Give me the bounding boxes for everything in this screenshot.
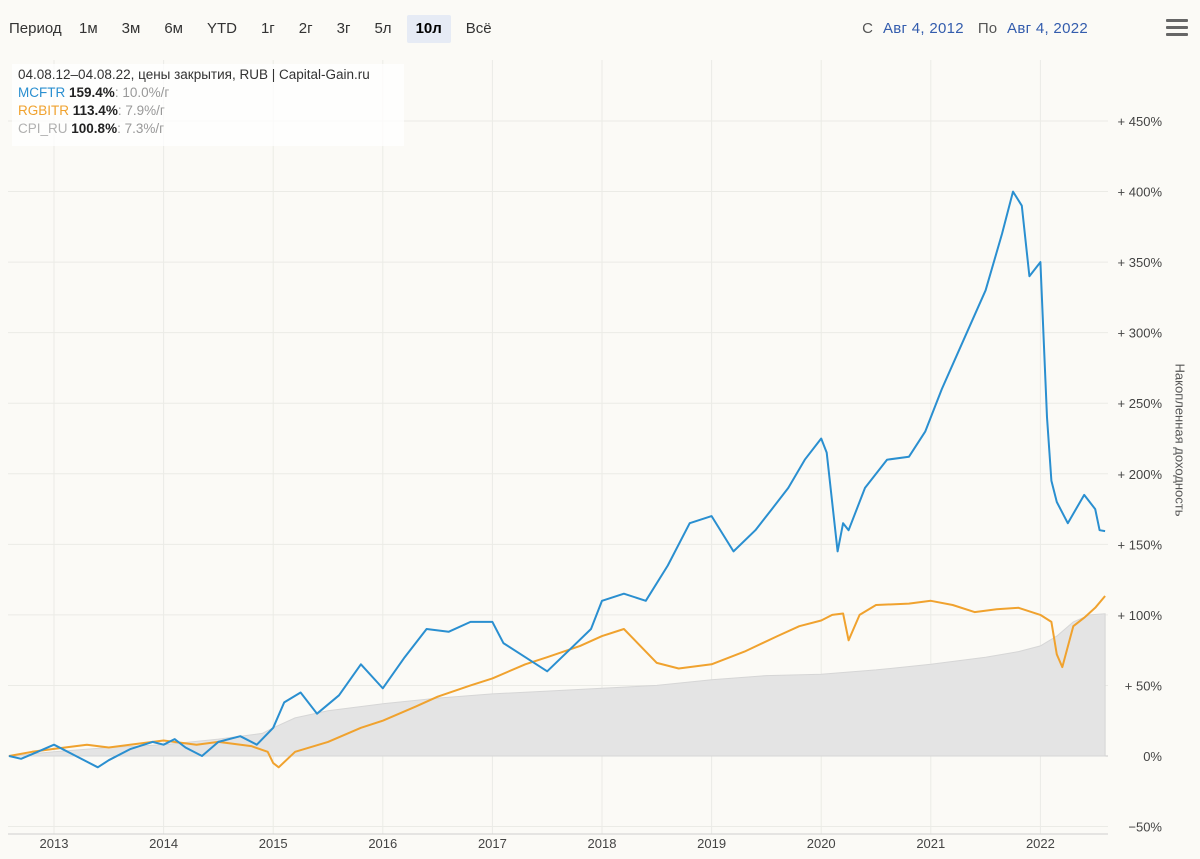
y-tick-label: + 450%: [1118, 114, 1163, 129]
range-2y-button[interactable]: 2г: [298, 20, 313, 37]
y-tick-label: −50%: [1128, 820, 1162, 835]
range-1y-button[interactable]: 1г: [260, 20, 275, 37]
y-tick-label: + 100%: [1118, 608, 1163, 623]
range-all-button[interactable]: Всё: [465, 20, 492, 37]
legend-series-annual: : 10.0%/г: [114, 85, 170, 100]
series-line-rgbitr: [8, 595, 1106, 769]
to-label: По: [977, 20, 998, 37]
range-3y-button[interactable]: 3г: [336, 20, 351, 37]
from-date-input[interactable]: Авг 4, 2012: [882, 20, 964, 37]
range-ytd-button[interactable]: YTD: [206, 20, 237, 37]
x-tick-label: 2016: [368, 836, 397, 851]
legend-series-annual: : 7.3%/г: [117, 121, 165, 136]
range-5y-button[interactable]: 5л: [374, 20, 392, 37]
x-tick-label: 2019: [697, 836, 726, 851]
legend-series-total: 100.8%: [71, 121, 118, 136]
period-label: Период: [9, 20, 62, 37]
x-tick-label: 2017: [478, 836, 507, 851]
x-tick-label: 2015: [259, 836, 288, 851]
x-tick-label: 2018: [588, 836, 617, 851]
series-area-cpi_ru: [9, 613, 1106, 757]
y-tick-label: + 400%: [1118, 185, 1163, 200]
legend-series-total: 159.4%: [69, 85, 115, 100]
legend: 04.08.12–04.08.22, цены закрытия, RUB | …: [12, 64, 404, 146]
hamburger-menu-icon[interactable]: [1166, 19, 1188, 37]
y-tick-label: + 250%: [1118, 396, 1163, 411]
legend-series-total: 113.4%: [72, 103, 118, 118]
x-tick-label: 2014: [149, 836, 178, 851]
axes: −50% 0% + 50% + 100% + 150% + 200% + 250% + 300…: [8, 114, 1162, 851]
range-3m-button[interactable]: 3м: [121, 20, 141, 37]
x-tick-label: 2020: [807, 836, 836, 851]
series-line-mcftr: [8, 190, 1106, 769]
legend-series-annual: : 7.9%/г: [117, 103, 165, 118]
legend-item-cpi[interactable]: CPI_RU 100.8%: 7.3%/г: [18, 121, 164, 136]
y-tick-label: 0%: [1143, 749, 1162, 764]
y-tick-label: + 150%: [1118, 537, 1163, 552]
legend-title: 04.08.12–04.08.22, цены закрытия, RUB | …: [18, 67, 370, 82]
y-tick-label: + 50%: [1125, 678, 1163, 693]
legend-item-rgbitr[interactable]: RGBITR 113.4%: 7.9%/г: [18, 103, 165, 118]
x-tick-label: 2022: [1026, 836, 1055, 851]
x-tick-label: 2021: [916, 836, 945, 851]
legend-series-name: MCFTR: [18, 85, 66, 100]
to-date-input[interactable]: Авг 4, 2022: [1007, 20, 1088, 37]
legend-series-name: CPI_RU: [18, 121, 68, 136]
x-tick-label: 2013: [40, 836, 69, 851]
range-selector: 1м 3м 6м YTD 1г 2г 3г 5л 10л Всё: [70, 15, 507, 43]
legend-item-mcftr[interactable]: MCFTR 159.4%: 10.0%/г: [18, 85, 169, 100]
series-layer: [8, 190, 1106, 769]
date-range: С Авг 4, 2012 По Авг 4, 2022: [862, 20, 1092, 37]
range-1m-button[interactable]: 1м: [79, 20, 98, 37]
y-tick-label: + 200%: [1118, 467, 1163, 482]
chart-toolbar: Период 1м 3м 6м YTD 1г 2г 3г 5л 10л Всё …: [0, 0, 1200, 60]
range-6m-button[interactable]: 6м: [164, 20, 183, 37]
range-10y-button[interactable]: 10л: [406, 15, 451, 43]
y-tick-label: + 350%: [1118, 255, 1163, 270]
legend-series-name: RGBITR: [18, 103, 70, 118]
from-label: С: [862, 20, 873, 37]
y-axis-title: Накопленная доходность: [1172, 363, 1188, 517]
y-tick-label: + 300%: [1118, 326, 1163, 341]
